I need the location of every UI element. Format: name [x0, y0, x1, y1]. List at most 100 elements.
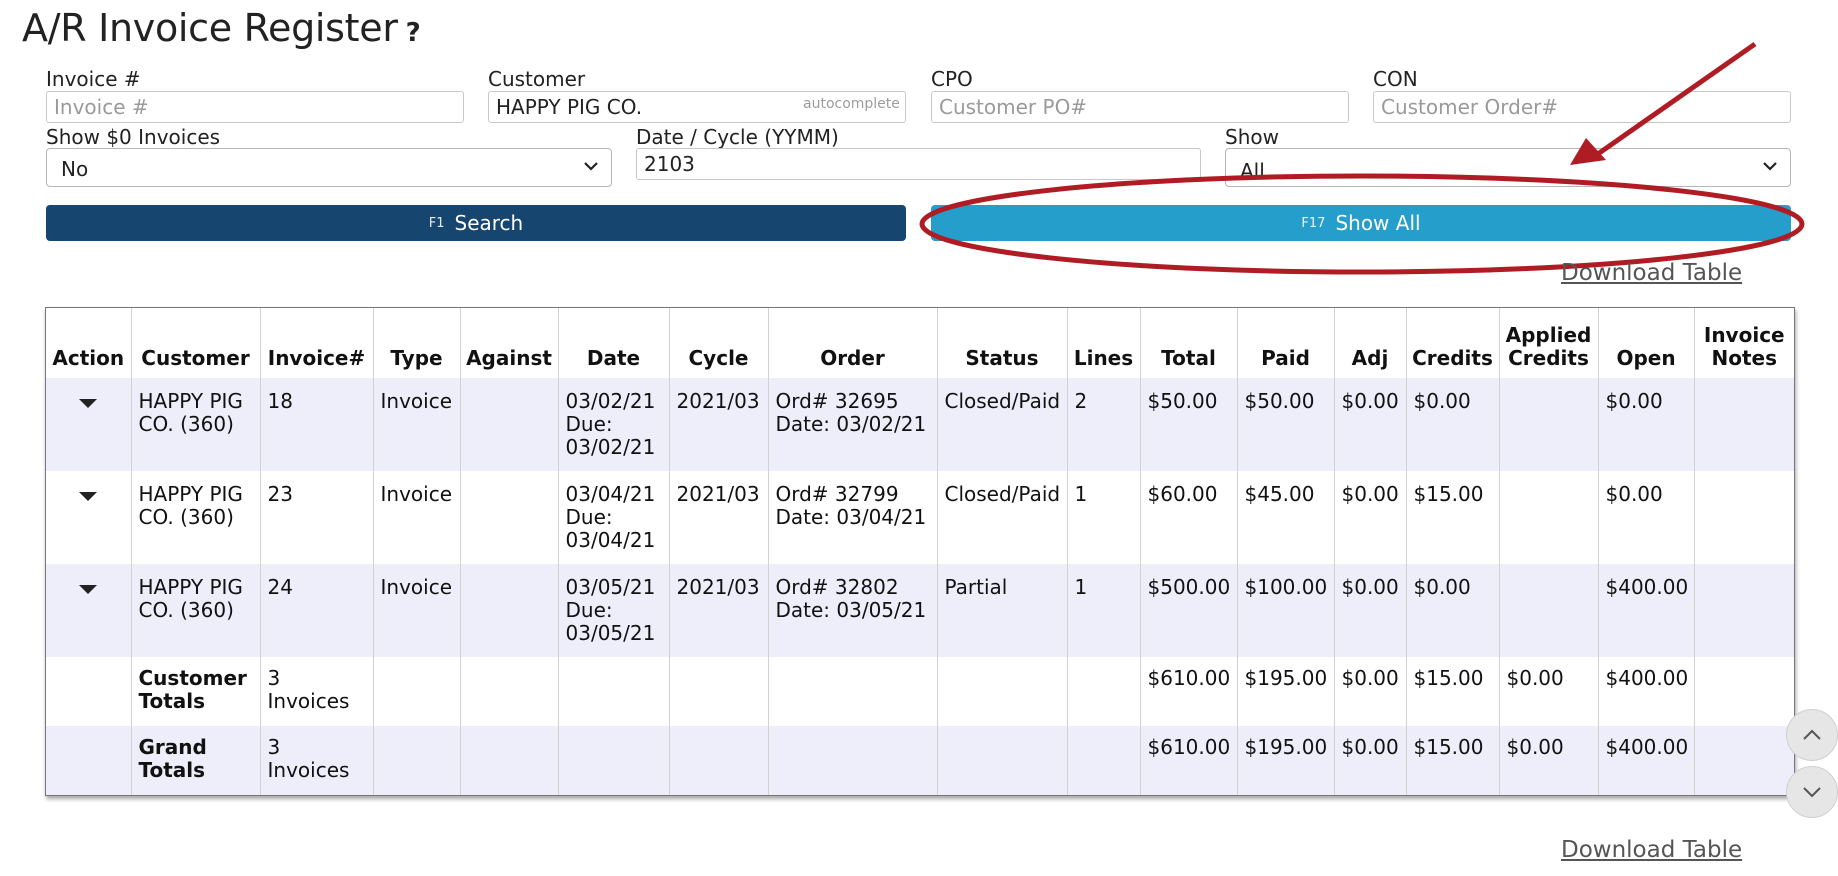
download-table-link-top[interactable]: Download Table — [1561, 260, 1743, 286]
caret-down-icon[interactable] — [79, 492, 98, 501]
con-input[interactable] — [1373, 91, 1791, 123]
row-customer-line2: CO. (360) — [138, 505, 234, 529]
col-header-against[interactable]: Against — [460, 308, 559, 378]
row-against — [460, 471, 559, 564]
cpo-input[interactable] — [931, 91, 1349, 123]
col-header-customer[interactable]: Customer — [131, 308, 261, 378]
col-header-invoice-notes[interactable]: Invoice Notes — [1694, 308, 1794, 378]
table-row: HAPPY PIG CO. (360) 23 Invoice 03/04/21 Du… — [46, 471, 1794, 564]
customer-totals-adj: $0.00 — [1334, 657, 1407, 726]
scroll-down-button[interactable] — [1786, 766, 1838, 818]
customer-totals-paid: $195.00 — [1237, 657, 1335, 726]
row-adj: $0.00 — [1334, 564, 1407, 657]
col-header-invoice[interactable]: Invoice# — [260, 308, 374, 378]
row-order-date: Date: 03/05/21 — [775, 598, 927, 622]
customer-totals-row: Customer Totals 3 Invoices $610.00 $195.00… — [46, 657, 1794, 726]
row-open: $0.00 — [1598, 378, 1695, 471]
row-cycle: 2021/03 — [669, 564, 769, 657]
show-all-fkey-label: F17 — [1301, 215, 1326, 231]
help-icon[interactable]: ? — [405, 18, 421, 48]
row-type: Invoice — [373, 564, 461, 657]
row-date: 03/05/21 Due: 03/05/21 — [558, 564, 670, 657]
row-order: Ord# 32799 Date: 03/04/21 — [768, 471, 938, 564]
grand-totals-adj: $0.00 — [1334, 726, 1407, 795]
show-zero-invoices-value: No — [61, 157, 89, 181]
col-header-status[interactable]: Status — [937, 308, 1068, 378]
show-all-button[interactable]: F17 Show All — [931, 205, 1791, 241]
row-lines: 2 — [1067, 378, 1141, 471]
col-header-invoice-notes-line1: Invoice — [1703, 323, 1785, 347]
grand-totals-total: $610.00 — [1140, 726, 1238, 795]
row-order-date: Date: 03/04/21 — [775, 505, 927, 529]
row-total: $500.00 — [1140, 564, 1238, 657]
totals-action-cell — [46, 726, 132, 795]
row-customer-line2: CO. (360) — [138, 412, 234, 436]
row-customer-line2: CO. (360) — [138, 598, 234, 622]
show-all-button-label: Show All — [1335, 211, 1421, 235]
page-title-text: A/R Invoice Register — [22, 6, 398, 50]
col-header-applied-credits[interactable]: Applied Credits — [1499, 308, 1599, 378]
annotation-ellipse — [919, 173, 1805, 275]
row-adj: $0.00 — [1334, 378, 1407, 471]
invoice-table: Action Customer Invoice# Type Against Da… — [45, 307, 1795, 796]
con-label: CON — [1373, 67, 1418, 91]
grand-totals-label: Grand Totals — [131, 726, 261, 795]
customer-input[interactable] — [488, 91, 906, 123]
row-applied-credits — [1499, 378, 1599, 471]
caret-down-icon[interactable] — [79, 585, 98, 594]
row-due-value: 03/04/21 — [565, 528, 656, 552]
search-button[interactable]: F1 Search — [46, 205, 906, 241]
col-header-date[interactable]: Date — [558, 308, 670, 378]
row-due-value: 03/02/21 — [565, 435, 656, 459]
row-against — [460, 378, 559, 471]
scroll-up-button[interactable] — [1786, 709, 1838, 761]
row-lines: 1 — [1067, 471, 1141, 564]
caret-down-icon[interactable] — [79, 399, 98, 408]
col-header-applied-credits-line1: Applied — [1505, 323, 1592, 347]
row-due-value: 03/05/21 — [565, 621, 656, 645]
row-type: Invoice — [373, 471, 461, 564]
row-action-cell — [46, 471, 132, 564]
col-header-paid[interactable]: Paid — [1237, 308, 1335, 378]
col-header-lines[interactable]: Lines — [1067, 308, 1141, 378]
row-date: 03/02/21 Due: 03/02/21 — [558, 378, 670, 471]
col-header-order[interactable]: Order — [768, 308, 938, 378]
row-order-number: Ord# 32799 — [775, 482, 899, 506]
row-open: $0.00 — [1598, 471, 1695, 564]
row-date-value: 03/05/21 — [565, 575, 656, 599]
date-cycle-input[interactable] — [636, 148, 1201, 180]
row-invoice: 23 — [260, 471, 374, 564]
row-order-number: Ord# 32695 — [775, 389, 899, 413]
row-order-number: Ord# 32802 — [775, 575, 899, 599]
row-notes — [1694, 378, 1794, 471]
invoice-number-input[interactable] — [46, 91, 464, 123]
col-header-total[interactable]: Total — [1140, 308, 1238, 378]
table-header-row: Action Customer Invoice# Type Against Da… — [46, 308, 1794, 378]
row-invoice: 24 — [260, 564, 374, 657]
col-header-adj[interactable]: Adj — [1334, 308, 1407, 378]
row-customer: HAPPY PIG CO. (360) — [131, 564, 261, 657]
table-row: HAPPY PIG CO. (360) 18 Invoice 03/02/21 Du… — [46, 378, 1794, 471]
grand-totals-open: $400.00 — [1598, 726, 1695, 795]
col-header-open[interactable]: Open — [1598, 308, 1695, 378]
col-header-action[interactable]: Action — [46, 308, 132, 378]
row-date: 03/04/21 Due: 03/04/21 — [558, 471, 670, 564]
grand-totals-count-unit: Invoices — [267, 758, 350, 782]
show-zero-invoices-select[interactable]: No — [46, 148, 612, 187]
autocomplete-hint: autocomplete — [803, 96, 900, 112]
col-header-cycle[interactable]: Cycle — [669, 308, 769, 378]
row-date-value: 03/02/21 — [565, 389, 656, 413]
cpo-label: CPO — [931, 67, 973, 91]
row-paid: $45.00 — [1237, 471, 1335, 564]
col-header-type[interactable]: Type — [373, 308, 461, 378]
grand-totals-row: Grand Totals 3 Invoices $610.00 $195.00 $0… — [46, 726, 1794, 795]
download-table-link-bottom[interactable]: Download Table — [1561, 837, 1743, 863]
customer-totals-open: $400.00 — [1598, 657, 1695, 726]
row-due-label: Due: — [565, 505, 613, 529]
row-action-cell — [46, 378, 132, 471]
show-zero-invoices-label: Show $0 Invoices — [46, 125, 221, 149]
search-fkey-label: F1 — [428, 215, 445, 231]
chevron-up-icon — [1803, 729, 1821, 740]
col-header-credits[interactable]: Credits — [1406, 308, 1500, 378]
customer-totals-count-unit: Invoices — [267, 689, 350, 713]
